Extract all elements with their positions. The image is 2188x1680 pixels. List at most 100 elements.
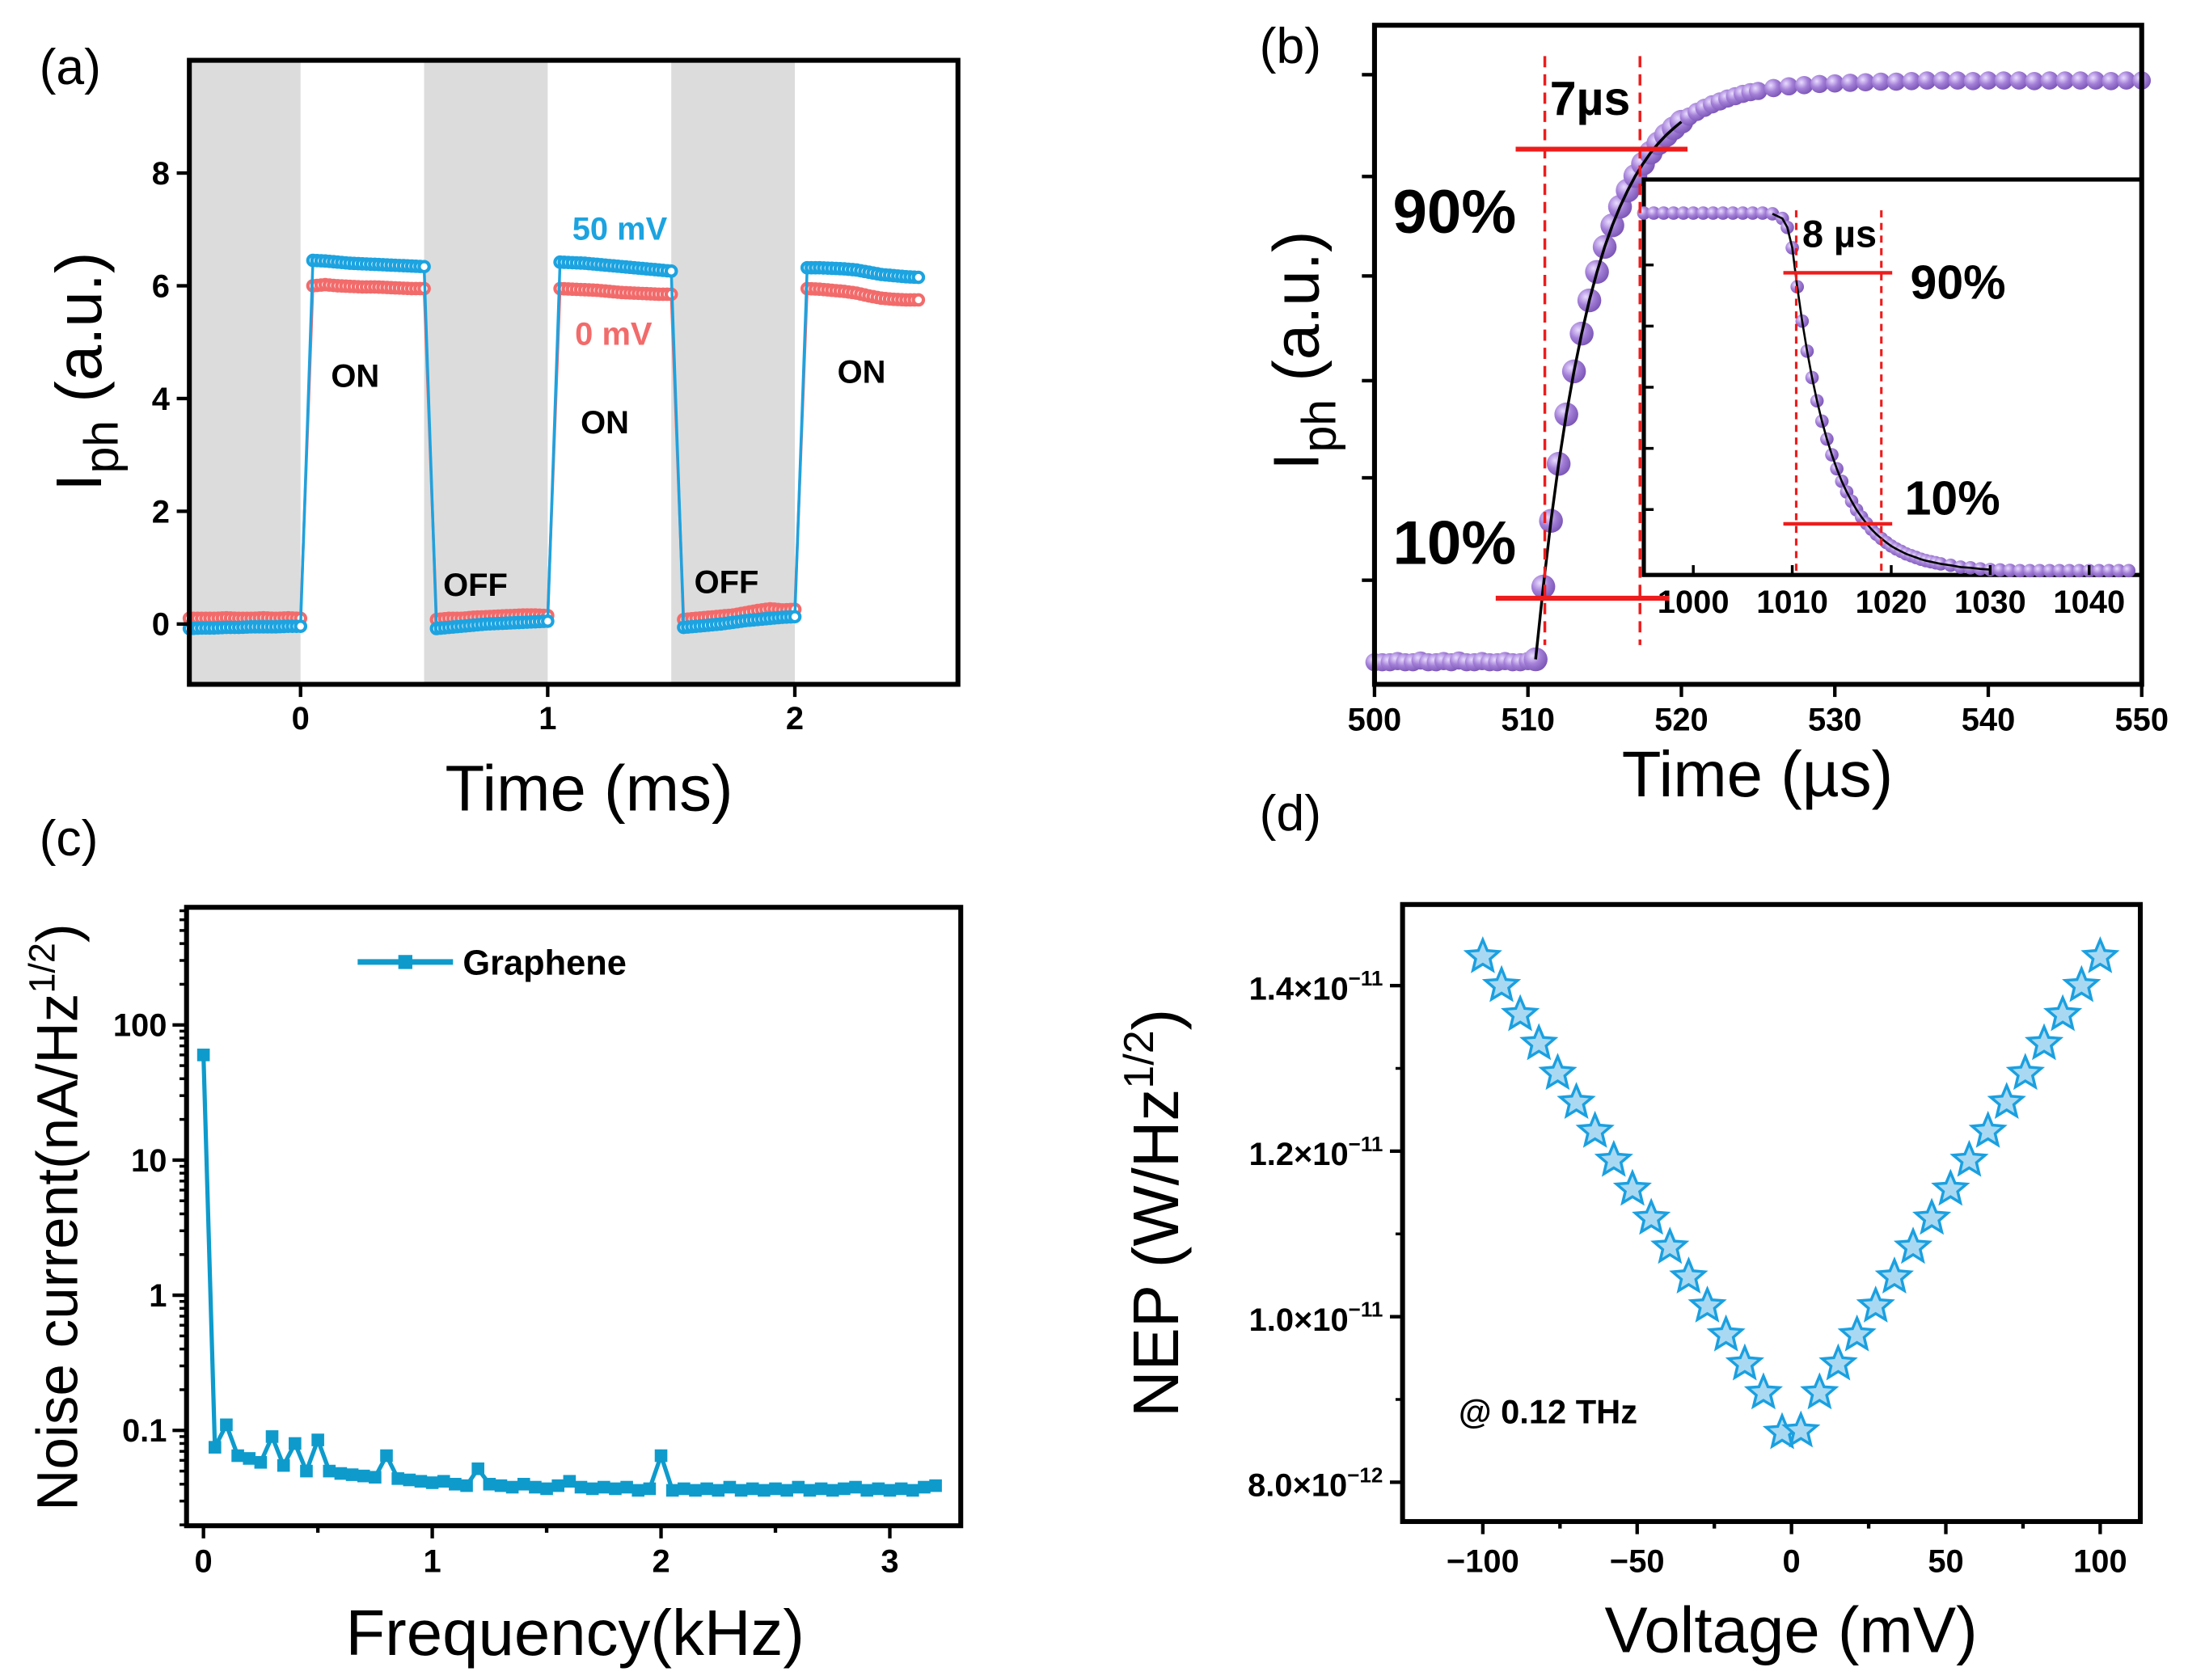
data-point [494,1479,508,1492]
star-data-point [1669,1256,1709,1294]
x-tick-label: −100 [1447,1543,1519,1579]
panel-d-xlabel: Voltage (mV) [1605,1593,1978,1665]
inset-x-tick-label: 1040 [2053,585,2125,620]
plot-frame [1371,23,2144,687]
data-point [788,610,802,624]
data-point [414,1475,428,1488]
star-data-point [1912,1197,1952,1235]
data-point [894,1482,908,1496]
inset-data-point [1755,206,1770,220]
y-tick-exponent: −11 [1349,1298,1383,1322]
data-point [2071,71,2090,90]
data-point [208,1441,222,1454]
data-point [814,1482,828,1496]
inset-data-point [2092,564,2106,578]
star-data-point [1706,1314,1746,1352]
star-data-point [1501,994,1540,1032]
data-point [334,1467,348,1480]
data-point [826,1484,839,1497]
data-point [585,1482,599,1496]
y-tick-label: 6 [152,268,170,304]
label-off-2: OFF [695,565,759,601]
data-point [505,1480,519,1494]
y-tick-exponent: −11 [1349,966,1383,990]
data-point [1902,72,1921,91]
data-point [654,1449,668,1463]
star-data-point [1687,1285,1727,1323]
data-point [380,1449,393,1463]
y-tick-exponent: −12 [1347,1463,1383,1487]
star-data-point [1856,1285,1895,1323]
data-point [1994,71,2013,90]
data-point [2025,72,2044,91]
y-tick-mantissa: 1.4×10 [1249,971,1349,1007]
data-point [529,1480,542,1494]
inset-fit-line [1772,213,1991,571]
x-tick-label: 0 [1783,1543,1801,1579]
data-point [391,1472,404,1485]
off-period-shade [671,60,796,685]
data-point [906,1484,919,1497]
panel-b-xlabel: Time (µs) [1622,738,1894,810]
ylabel-rest: ) [26,923,90,943]
inset-data-point [1716,206,1730,220]
star-data-point [1949,1139,1989,1177]
y-tick-label: 10 [131,1143,167,1179]
star-data-point [1893,1226,1933,1264]
y-tick-label: 0.1 [122,1413,167,1449]
data-point [1963,72,1983,91]
data-point [918,1480,931,1494]
inset-data-point [2023,564,2037,578]
off-period-shade [189,60,301,685]
data-point [1917,71,1937,90]
data-point [300,1464,313,1478]
data-point [860,1484,874,1497]
data-point [1979,71,1998,90]
data-point [712,1484,725,1497]
data-point [1856,73,1875,92]
x-tick-label: 1 [423,1543,441,1579]
data-point [643,1482,657,1496]
panel-d-chart: −100 −50 0 50 1008.0×10−121.0×10−111.2×10−11… [1248,901,2144,1579]
inset-frame [1641,177,2144,577]
x-tick-label: 50 [1928,1543,1963,1579]
data-point [665,1484,679,1497]
data-point [1825,74,1844,93]
panel-c-xlabel: Frequency(kHz) [345,1597,804,1669]
inset-data-point [2052,564,2067,578]
data-point [231,1449,244,1463]
legend-marker [398,955,412,969]
panel-c-ylabel: Noise current(nA/Hz1/2) [22,923,91,1511]
panel-d-ylabel: NEP (W/Hz1/2) [1116,1009,1192,1417]
label-on-2: ON [581,405,629,441]
inset-x-tick-label: 1010 [1756,585,1828,620]
data-point [1794,76,1814,95]
data-point [369,1471,382,1484]
ylabel-rest: ) [1120,1009,1192,1031]
data-point [417,260,431,274]
star-data-point [1931,1168,1970,1206]
y-tick-mantissa: 8.0×10 [1248,1468,1347,1504]
panel-c-chart: 0 1 2 3 0.1 1 10 100 [113,905,964,1579]
panel-a-xlabel: Time (ms) [446,753,733,825]
data-point [769,1482,782,1496]
ylabel-sup: 1/2 [22,943,63,994]
data-point [323,1464,336,1478]
data-point [460,1479,473,1492]
series-line-50mV [189,259,919,631]
ylabel-sup: 1/2 [1116,1030,1163,1088]
y-tick-label: 1.2×10−11 [1249,1132,1383,1172]
star-data-point [1650,1226,1690,1264]
label-90-percent: 90% [1392,178,1516,247]
data-point [196,1049,210,1062]
series-line-graphene [201,1054,936,1493]
data-point [254,1455,268,1469]
data-point [838,1482,851,1496]
frequency-annotation: @ 0.12 THz [1459,1393,1637,1431]
data-point [689,1484,702,1497]
panel-label-a: (a) [40,39,101,95]
data-point [574,1480,588,1494]
inset-data-point [2042,564,2057,578]
label-on-3: ON [838,355,886,390]
label-rise-time: 7µs [1550,73,1631,125]
